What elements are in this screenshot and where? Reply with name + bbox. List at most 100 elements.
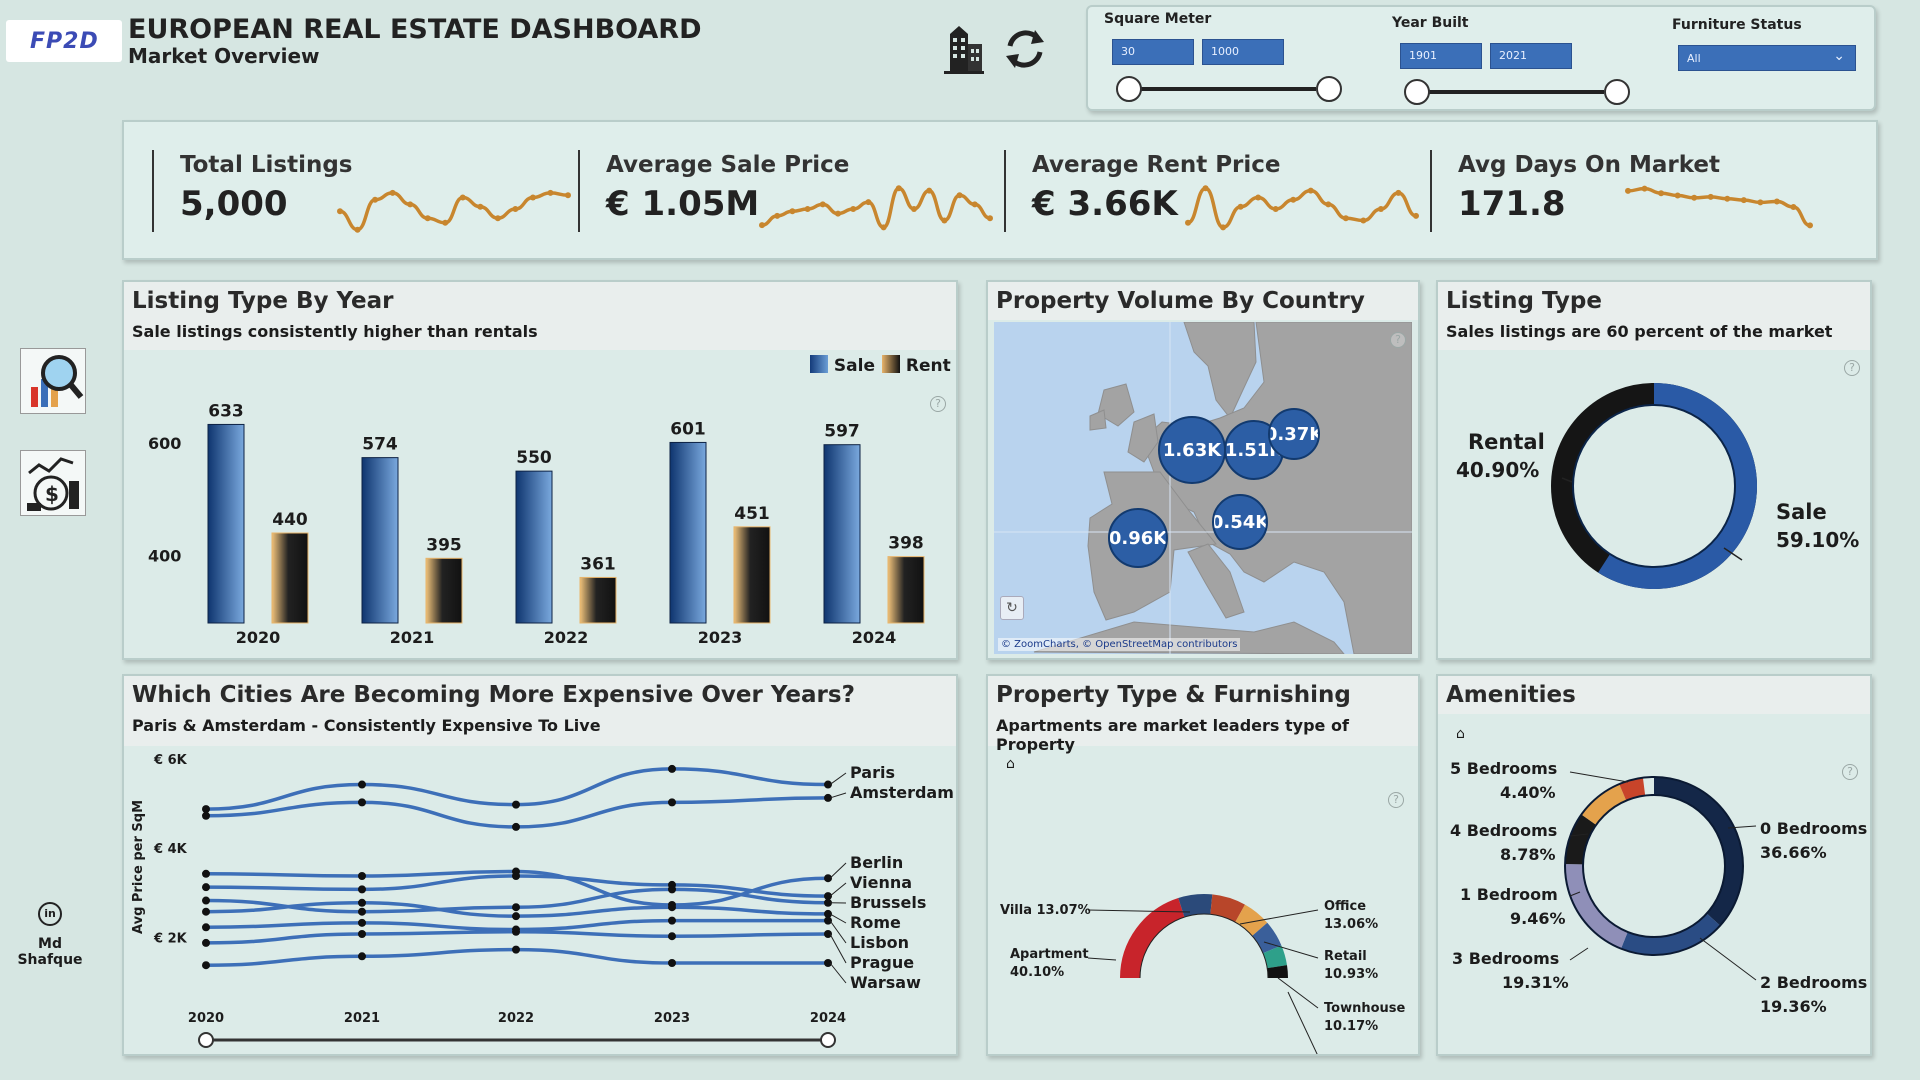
furniture-status-select[interactable]: All ⌄ bbox=[1678, 45, 1856, 71]
year-built-max-input[interactable]: 2021 bbox=[1490, 43, 1572, 69]
panel-title: Listing Type bbox=[1446, 288, 1602, 314]
city-point bbox=[202, 805, 210, 814]
sparkline-point bbox=[1413, 212, 1419, 219]
analytics-search-icon[interactable] bbox=[20, 348, 86, 414]
amenity-slice bbox=[1565, 777, 1743, 955]
sparkline-path bbox=[1627, 186, 1811, 228]
year-built-min-input[interactable]: 1901 bbox=[1400, 43, 1482, 69]
sparkline-point bbox=[1360, 217, 1367, 224]
country-bubble[interactable]: 1.63K bbox=[1158, 416, 1226, 484]
sparkline-point bbox=[1185, 219, 1191, 226]
home-icon[interactable]: ⌂ bbox=[1006, 756, 1015, 772]
leader-line bbox=[1569, 771, 1629, 783]
bar-rent bbox=[425, 557, 463, 624]
square-meter-min-handle[interactable] bbox=[1116, 76, 1142, 102]
help-icon[interactable]: ? bbox=[1844, 360, 1860, 376]
amenity-pct: 9.46% bbox=[1510, 909, 1566, 928]
year-built-slider-track[interactable] bbox=[1412, 90, 1604, 94]
sparkline-point bbox=[477, 203, 484, 210]
x-tick-label: 2020 bbox=[188, 1011, 224, 1026]
reset-map-button[interactable]: ↻ bbox=[1000, 596, 1024, 620]
label-leader bbox=[829, 962, 847, 984]
square-meter-max-handle[interactable] bbox=[1316, 76, 1342, 102]
half-donut-segment bbox=[1267, 965, 1288, 979]
city-point bbox=[512, 872, 520, 880]
donut-outer-edge bbox=[1564, 776, 1744, 956]
sparkline-point bbox=[337, 208, 343, 215]
city-point bbox=[668, 798, 676, 807]
donut-inner-edge bbox=[1582, 794, 1726, 938]
square-meter-slider-track[interactable] bbox=[1124, 87, 1316, 91]
help-icon[interactable]: ? bbox=[1842, 764, 1858, 780]
sparkline-point bbox=[1307, 187, 1314, 194]
sparkline-point bbox=[354, 226, 361, 233]
kpi-label: Total Listings bbox=[180, 152, 353, 178]
sparkline-point bbox=[442, 219, 449, 226]
map-attribution[interactable]: © ZoomCharts, © OpenStreetMap contributo… bbox=[998, 638, 1241, 651]
country-bubble[interactable]: 0.96K bbox=[1108, 508, 1168, 568]
city-point bbox=[202, 923, 210, 932]
city-point bbox=[358, 918, 366, 927]
sparkline-point bbox=[956, 192, 963, 199]
sparkline-point bbox=[407, 201, 414, 208]
segment-pct: 40.10% bbox=[1010, 965, 1064, 980]
square-meter-max-input[interactable]: 1000 bbox=[1202, 39, 1284, 65]
city-point bbox=[358, 930, 366, 938]
country-bubble[interactable]: 0.37K bbox=[1268, 408, 1320, 460]
city-point bbox=[202, 907, 210, 916]
amenity-pct: 19.36% bbox=[1760, 997, 1827, 1016]
leader-line bbox=[1699, 937, 1757, 981]
range-slider-handle bbox=[198, 1032, 214, 1048]
listing-type-donut bbox=[1551, 383, 1757, 589]
panel-title: Property Volume By Country bbox=[996, 288, 1365, 314]
amenities-donut: 5 Bedrooms 4.40% 4 Bedrooms 8.78% 1 Bedroom 9… bbox=[1450, 759, 1867, 1016]
linkedin-icon[interactable]: in bbox=[38, 902, 62, 926]
bar-value-label: 361 bbox=[580, 554, 616, 574]
year-built-min-handle[interactable] bbox=[1404, 79, 1430, 105]
sparkline-point bbox=[529, 194, 536, 201]
year-built-label: Year Built bbox=[1392, 15, 1469, 31]
x-tick-label: 2023 bbox=[654, 1011, 690, 1026]
series-label: Lisbon bbox=[850, 933, 909, 952]
segment-label: Villa 13.07% bbox=[1000, 903, 1091, 918]
square-meter-min-input[interactable]: 30 bbox=[1112, 39, 1194, 65]
year-built-max-handle[interactable] bbox=[1604, 79, 1630, 105]
kpi-sparkline bbox=[1625, 185, 1813, 229]
kpi-avg-days-on-market: Avg Days On Market 171.8 bbox=[1458, 152, 1720, 224]
sparkline-point bbox=[971, 201, 978, 208]
sparkline-point bbox=[1740, 197, 1747, 204]
sparkline-point bbox=[880, 224, 887, 231]
sparkline-point bbox=[1724, 195, 1731, 202]
y-tick-label: 600 bbox=[148, 434, 181, 453]
bar-sale bbox=[515, 470, 553, 624]
sparkline-path bbox=[761, 186, 991, 230]
leader-line bbox=[1263, 941, 1319, 959]
label-leader bbox=[829, 862, 847, 879]
sparkline-point bbox=[1342, 215, 1349, 222]
segment-pct: 13.06% bbox=[1324, 917, 1378, 932]
leader-line bbox=[1723, 547, 1743, 561]
help-icon[interactable]: ? bbox=[1388, 792, 1404, 808]
bar-sale bbox=[669, 441, 707, 624]
home-icon[interactable]: ⌂ bbox=[1456, 726, 1465, 742]
amenity-label: 1 Bedroom bbox=[1460, 885, 1558, 904]
help-icon[interactable]: ? bbox=[1390, 332, 1406, 348]
sparkline-point bbox=[1377, 206, 1384, 212]
building-icon[interactable] bbox=[942, 24, 986, 74]
legend-sale: Sale bbox=[810, 355, 875, 376]
legend-swatch bbox=[810, 355, 828, 373]
sparkline-point bbox=[789, 208, 796, 215]
label-leader bbox=[829, 920, 847, 944]
finance-chart-icon[interactable]: $ bbox=[20, 450, 86, 516]
legend-swatch bbox=[882, 355, 900, 373]
leader-line bbox=[1569, 947, 1589, 961]
property-volume-panel: Property Volume By Country 1.63K1.51K0.3… bbox=[986, 280, 1420, 660]
y-tick-label: 400 bbox=[148, 547, 181, 566]
segment-label: Mixed-Use bbox=[1324, 1053, 1401, 1054]
country-bubble[interactable]: 0.54K bbox=[1212, 494, 1268, 550]
help-icon[interactable]: ? bbox=[930, 396, 946, 412]
refresh-icon[interactable] bbox=[1002, 26, 1048, 72]
city-point bbox=[202, 938, 210, 947]
city-point bbox=[512, 945, 520, 954]
kpi-sparkline bbox=[1185, 185, 1419, 231]
